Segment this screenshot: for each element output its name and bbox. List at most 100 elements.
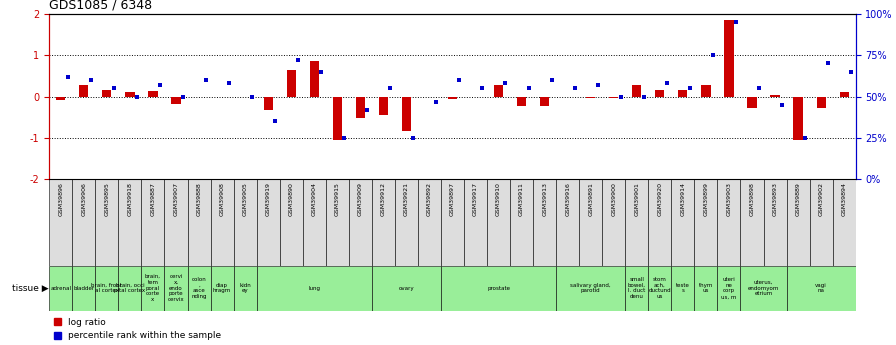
Text: GSM39915: GSM39915 <box>335 182 340 216</box>
Text: uterus,
endomyom
etrium: uterus, endomyom etrium <box>748 280 780 296</box>
Text: tissue ▶: tissue ▶ <box>12 284 48 293</box>
Bar <box>280 179 303 266</box>
Bar <box>418 179 441 266</box>
Bar <box>356 97 365 118</box>
Bar <box>332 97 342 140</box>
Text: GSM39918: GSM39918 <box>127 182 133 216</box>
Text: GSM39899: GSM39899 <box>703 182 709 216</box>
Bar <box>95 266 118 311</box>
Text: GSM39909: GSM39909 <box>358 182 363 216</box>
Bar <box>671 179 694 266</box>
Bar <box>234 266 256 311</box>
Text: GSM39919: GSM39919 <box>265 182 271 216</box>
Text: GSM39911: GSM39911 <box>519 182 524 216</box>
Bar <box>165 179 187 266</box>
Text: GSM39905: GSM39905 <box>243 182 247 216</box>
Text: teste
s: teste s <box>676 283 690 294</box>
Bar <box>142 179 165 266</box>
Bar <box>73 179 95 266</box>
Text: GSM39910: GSM39910 <box>496 182 501 216</box>
Bar <box>256 266 372 311</box>
Bar <box>740 266 787 311</box>
Bar <box>649 266 671 311</box>
Bar <box>579 179 602 266</box>
Bar <box>187 266 211 311</box>
Bar <box>718 179 740 266</box>
Bar <box>118 266 142 311</box>
Bar <box>540 97 549 106</box>
Bar <box>771 95 780 97</box>
Bar <box>702 86 711 97</box>
Bar <box>118 179 142 266</box>
Text: GSM39888: GSM39888 <box>196 182 202 216</box>
Bar <box>655 90 665 97</box>
Text: GSM39903: GSM39903 <box>727 182 731 216</box>
Text: colon
,
asce
nding: colon , asce nding <box>191 277 207 299</box>
Text: ovary: ovary <box>399 286 414 290</box>
Bar <box>441 179 464 266</box>
Text: GSM39908: GSM39908 <box>220 182 225 216</box>
Text: kidn
ey: kidn ey <box>239 283 251 294</box>
Bar <box>494 85 504 97</box>
Text: GSM39907: GSM39907 <box>174 182 178 216</box>
Bar <box>234 179 256 266</box>
Text: GSM39889: GSM39889 <box>796 182 801 216</box>
Bar <box>609 97 618 98</box>
Text: GSM39894: GSM39894 <box>841 182 847 216</box>
Text: GSM39900: GSM39900 <box>611 182 616 216</box>
Bar <box>832 179 856 266</box>
Bar <box>556 266 625 311</box>
Bar <box>142 266 165 311</box>
Bar <box>694 179 718 266</box>
Bar <box>165 266 187 311</box>
Text: GSM39887: GSM39887 <box>151 182 156 216</box>
Bar <box>649 179 671 266</box>
Text: small
bowel,
I. duct
denu: small bowel, I. duct denu <box>628 277 646 299</box>
Bar <box>287 70 296 97</box>
Text: brain, occi
pital cortex: brain, occi pital cortex <box>115 283 145 294</box>
Text: GSM39890: GSM39890 <box>289 182 294 216</box>
Bar <box>671 266 694 311</box>
Bar <box>517 97 526 106</box>
Bar <box>79 85 89 97</box>
Bar <box>533 179 556 266</box>
Bar <box>678 90 687 97</box>
Text: diap
hragm: diap hragm <box>213 283 231 294</box>
Bar <box>718 266 740 311</box>
Bar <box>349 179 372 266</box>
Text: stom
ach,
ductund
us: stom ach, ductund us <box>649 277 671 299</box>
Text: GSM39897: GSM39897 <box>450 182 455 216</box>
Text: prostate: prostate <box>487 286 510 290</box>
Text: GDS1085 / 6348: GDS1085 / 6348 <box>49 0 152 11</box>
Bar <box>840 92 849 97</box>
Bar <box>586 97 595 98</box>
Text: bladder: bladder <box>73 286 94 290</box>
Bar <box>263 97 272 110</box>
Text: brain, front
al cortex: brain, front al cortex <box>91 283 123 294</box>
Bar <box>401 97 411 130</box>
Text: GSM39901: GSM39901 <box>634 182 640 216</box>
Bar <box>56 97 65 100</box>
Bar <box>487 179 510 266</box>
Text: GSM39916: GSM39916 <box>565 182 570 216</box>
Bar <box>787 179 810 266</box>
Bar <box>694 266 718 311</box>
Text: GSM39917: GSM39917 <box>473 182 478 216</box>
Text: GSM39913: GSM39913 <box>542 182 547 216</box>
Bar <box>763 179 787 266</box>
Bar <box>211 266 234 311</box>
Text: GSM39902: GSM39902 <box>819 182 823 216</box>
Bar <box>171 97 181 104</box>
Bar <box>816 97 826 108</box>
Bar <box>510 179 533 266</box>
Text: GSM39912: GSM39912 <box>381 182 386 216</box>
Bar <box>556 179 579 266</box>
Bar <box>633 86 642 97</box>
Bar <box>256 179 280 266</box>
Bar <box>372 179 395 266</box>
Text: vagi
na: vagi na <box>815 283 827 294</box>
Bar <box>211 179 234 266</box>
Bar <box>448 97 457 99</box>
Bar <box>810 179 832 266</box>
Text: GSM39896: GSM39896 <box>58 182 64 216</box>
